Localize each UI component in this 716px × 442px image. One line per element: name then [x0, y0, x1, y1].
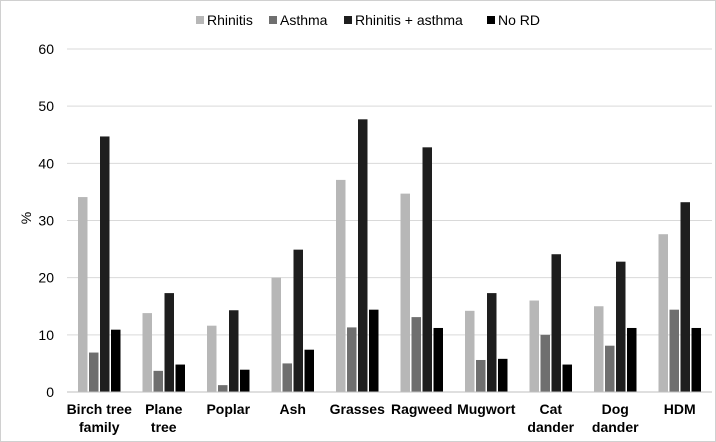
x-category-label: Plane: [145, 401, 183, 417]
y-tick-label: 60: [38, 41, 54, 57]
gridlines: [67, 48, 712, 336]
y-axis-label: %: [18, 212, 34, 224]
x-category-label: dander: [527, 419, 574, 435]
legend-swatch: [487, 16, 495, 24]
bar-rhinitis-4: [336, 179, 346, 392]
bar-asthma-7: [540, 334, 550, 392]
bar-rhinitis-asthma-2: [229, 310, 239, 392]
y-tick-label: 10: [38, 327, 54, 343]
bar-rhinitis-2: [207, 325, 217, 392]
bar-rhinitis-asthma-5: [422, 147, 432, 392]
bar-rhinitis-asthma-9: [680, 202, 690, 392]
y-axis-ticks: 0 10 20 30 40 50 60: [38, 41, 54, 400]
legend-label: Asthma: [280, 12, 328, 28]
x-category-label: Ragweed: [391, 401, 452, 417]
bar-rhinitis-asthma-1: [164, 293, 174, 392]
bar-rhinitis-asthma-8: [616, 261, 626, 392]
bar-no-rd-2: [240, 369, 250, 392]
bar-rhinitis-3: [271, 277, 281, 392]
bar-no-rd-8: [627, 327, 637, 392]
legend-label: Rhinitis + asthma: [355, 12, 463, 28]
bar-no-rd-0: [111, 329, 121, 392]
y-tick-label: 0: [46, 384, 54, 400]
x-category-label: HDM: [664, 401, 696, 417]
x-category-label: family: [79, 419, 120, 435]
bar-rhinitis-7: [529, 300, 539, 392]
bar-no-rd-6: [498, 358, 508, 392]
bar-rhinitis-asthma-3: [293, 249, 303, 392]
x-category-label: Dog: [602, 401, 629, 417]
x-category-label: Cat: [539, 401, 562, 417]
bar-rhinitis-asthma-4: [358, 119, 368, 392]
x-category-label: Grasses: [330, 401, 385, 417]
bar-no-rd-7: [562, 364, 572, 392]
bar-rhinitis-5: [400, 193, 410, 392]
x-category-label: Ash: [280, 401, 306, 417]
bar-rhinitis-0: [78, 197, 88, 392]
bar-no-rd-9: [691, 327, 701, 392]
bar-asthma-0: [89, 352, 99, 392]
legend-swatch: [344, 16, 352, 24]
bar-rhinitis-9: [658, 234, 668, 392]
bar-rhinitis-asthma-6: [487, 293, 497, 392]
bar-no-rd-1: [175, 364, 185, 392]
legend-swatch: [196, 16, 204, 24]
bar-asthma-8: [605, 345, 615, 392]
x-category-label: Birch tree: [67, 401, 133, 417]
bar-asthma-2: [218, 385, 228, 392]
legend: Rhinitis Asthma Rhinitis + asthma No RD: [196, 12, 540, 28]
bar-rhinitis-1: [142, 313, 152, 392]
legend-swatch: [269, 16, 277, 24]
bar-rhinitis-asthma-0: [100, 136, 110, 392]
bar-asthma-4: [347, 327, 357, 392]
bar-asthma-3: [282, 363, 292, 392]
bar-rhinitis-6: [465, 310, 475, 392]
bar-no-rd-5: [433, 327, 443, 392]
bar-asthma-9: [669, 309, 679, 392]
legend-label: Rhinitis: [207, 12, 253, 28]
y-tick-label: 40: [38, 155, 54, 171]
bar-no-rd-3: [304, 349, 314, 392]
x-category-label: tree: [151, 419, 177, 435]
bar-asthma-6: [476, 359, 486, 392]
y-tick-label: 50: [38, 98, 54, 114]
bar-asthma-5: [411, 317, 421, 392]
bar-asthma-1: [153, 370, 163, 392]
x-category-label: dander: [592, 419, 639, 435]
legend-label: No RD: [498, 12, 540, 28]
bar-rhinitis-8: [594, 306, 604, 392]
x-category-label: Poplar: [206, 401, 250, 417]
bar-rhinitis-asthma-7: [551, 254, 561, 392]
bar-no-rd-4: [369, 309, 379, 392]
y-tick-label: 20: [38, 270, 54, 286]
x-axis-categories: Birch tree family Plane tree Poplar Ash Grasse…: [67, 401, 696, 435]
bars: [78, 119, 701, 392]
y-tick-label: 30: [38, 213, 54, 229]
x-category-label: Mugwort: [457, 401, 516, 417]
